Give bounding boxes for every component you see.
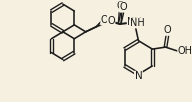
Text: OH: OH xyxy=(178,46,192,56)
Text: NH: NH xyxy=(130,18,145,28)
Text: NH: NH xyxy=(127,17,142,27)
Text: O: O xyxy=(107,16,115,26)
Text: N: N xyxy=(135,71,142,81)
Text: O: O xyxy=(120,2,127,12)
Text: O: O xyxy=(164,25,171,35)
Text: O: O xyxy=(117,1,124,11)
Text: O: O xyxy=(101,15,108,25)
